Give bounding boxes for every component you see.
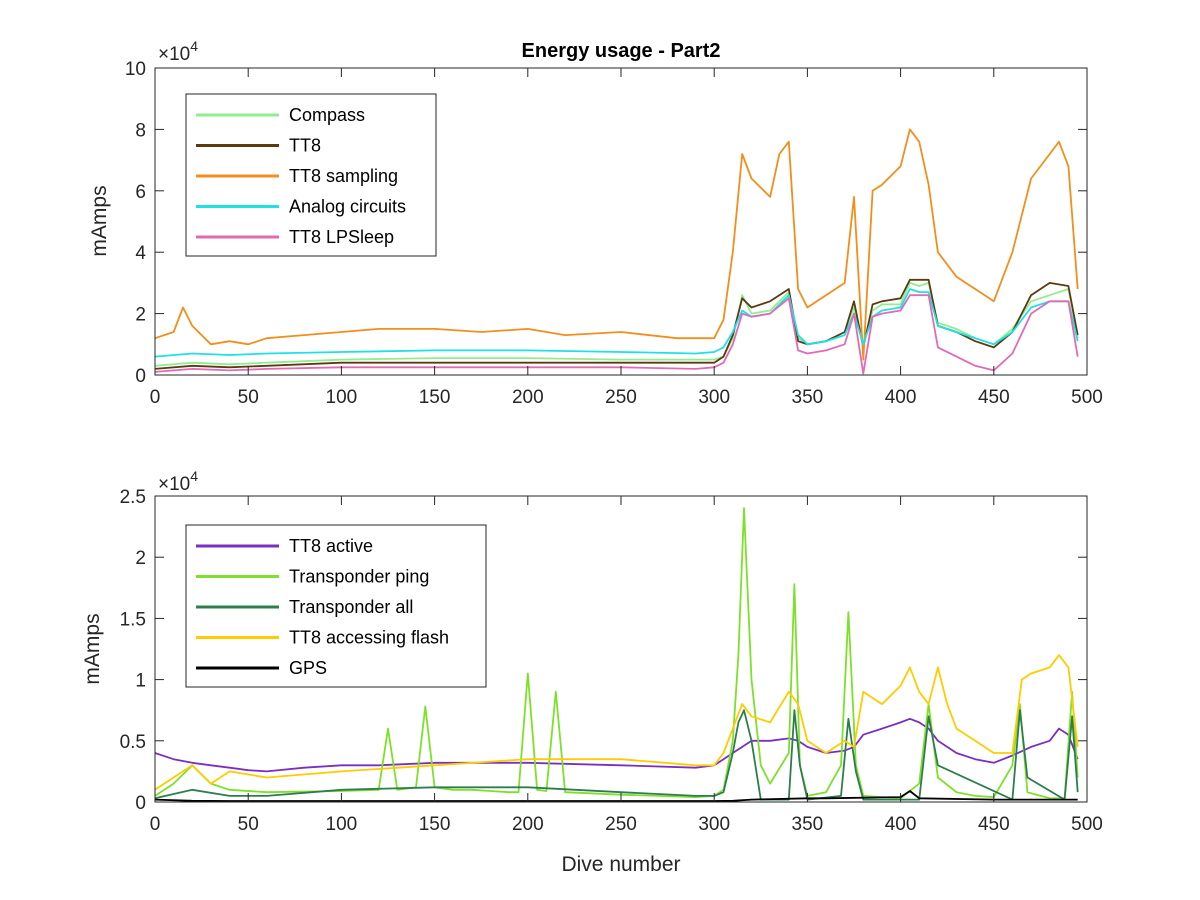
energy-usage-top-axes: 0 50 100 150 200 250 300 350 400 450 500 0 2 4 6 8 10 En…	[88, 38, 1103, 408]
legend-label: GPS	[289, 658, 327, 678]
x-tick-label: 450	[978, 814, 1010, 835]
x-tick-label: 150	[419, 387, 451, 408]
series-line-1-1	[154, 507, 1079, 800]
y-tick-label: 6	[135, 182, 146, 203]
y-tick-label: 1	[135, 671, 146, 692]
exponent-power-top: 4	[190, 38, 198, 54]
y-exponent-top: ×104	[158, 38, 198, 65]
x-tick-label: 350	[792, 814, 824, 835]
series-line-1-3	[154, 654, 1079, 791]
y-tick-label: 2	[135, 548, 146, 569]
x-tick-label: 350	[792, 387, 824, 408]
legend-label: Transponder ping	[289, 567, 429, 587]
y-axis-label-bottom: mAmps	[81, 613, 104, 684]
y-tick-label: 10	[125, 59, 146, 80]
ticks-bottom: 0 50 100 150 200 250 300 350 400 450 500 0 0.5 1 1.5 2 2…	[120, 487, 1103, 835]
series-line-0-3	[154, 288, 1079, 358]
x-tick-label: 50	[238, 814, 259, 835]
x-axis-label-bottom: Dive number	[561, 853, 680, 876]
x-tick-label: 300	[698, 387, 730, 408]
y-axis-label-top: mAmps	[88, 185, 111, 256]
x-tick-label: 400	[885, 814, 917, 835]
x-tick-label: 0	[150, 814, 161, 835]
x-tick-label: 500	[1071, 387, 1103, 408]
energy-usage-bottom-axes: 0 50 100 150 200 250 300 350 400 450 500 0 0.5 1 1.5 2 2…	[81, 468, 1103, 876]
legend-label: Transponder all	[289, 597, 413, 617]
x-tick-label: 250	[605, 814, 637, 835]
series-group-top	[154, 128, 1079, 375]
x-tick-label: 0	[150, 387, 161, 408]
y-exponent-bottom: ×104	[158, 468, 198, 495]
chart-title: Energy usage - Part2	[522, 40, 721, 62]
legend-label: TT8 LPSleep	[289, 227, 394, 247]
x-tick-label: 100	[326, 387, 358, 408]
y-tick-label: 0.5	[120, 732, 146, 753]
ticks-top: 0 50 100 150 200 250 300 350 400 450 500 0 2 4 6 8 10	[125, 59, 1103, 408]
x-tick-label: 50	[238, 387, 259, 408]
legend-label: Analog circuits	[289, 197, 406, 217]
exponent-base-top: ×10	[158, 44, 190, 65]
x-tick-label: 100	[326, 814, 358, 835]
legend-label: TT8	[289, 136, 321, 156]
exponent-power-bottom: 4	[190, 468, 198, 484]
series-line-1-4	[154, 790, 1078, 802]
x-tick-label: 300	[698, 814, 730, 835]
exponent-base-bottom: ×10	[158, 474, 190, 495]
legend-label: Compass	[289, 105, 365, 125]
y-tick-label: 2	[135, 305, 146, 326]
y-tick-label: 2.5	[120, 487, 146, 508]
x-tick-label: 250	[605, 387, 637, 408]
legend-bottom: TT8 active Transponder ping Transponder al…	[185, 524, 487, 688]
legend-label: TT8 active	[289, 536, 373, 556]
x-tick-label: 200	[512, 387, 544, 408]
y-tick-label: 4	[135, 243, 146, 264]
x-tick-label: 200	[512, 814, 544, 835]
legend-label: TT8 sampling	[289, 166, 398, 186]
legend-label: TT8 accessing flash	[289, 628, 449, 648]
x-tick-label: 150	[419, 814, 451, 835]
x-tick-label: 500	[1071, 814, 1103, 835]
series-group-bottom	[154, 507, 1079, 802]
x-tick-label: 400	[885, 387, 917, 408]
x-tick-label: 450	[978, 387, 1010, 408]
y-tick-label: 1.5	[120, 609, 146, 630]
legend-top: Compass TT8 TT8 sampling Analog circuits TT8…	[185, 93, 437, 257]
series-line-0-2	[154, 128, 1079, 361]
y-tick-label: 0	[135, 366, 146, 387]
y-tick-label: 0	[135, 793, 146, 814]
y-tick-label: 8	[135, 120, 146, 141]
